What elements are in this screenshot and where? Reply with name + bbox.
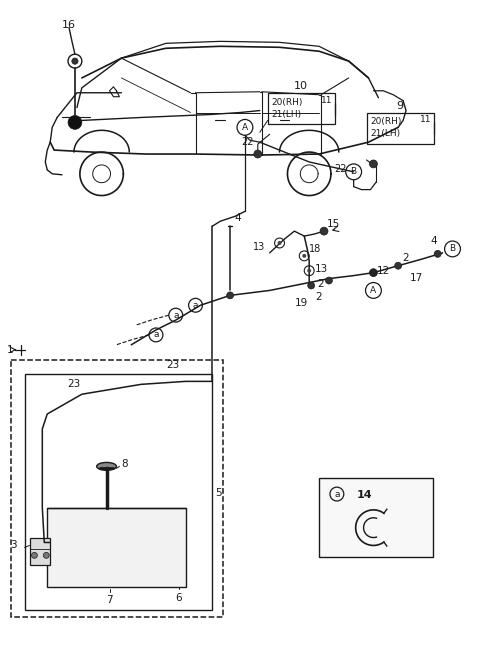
Text: 9: 9 [396, 100, 404, 111]
Text: 2: 2 [402, 253, 409, 263]
Text: 8: 8 [121, 459, 128, 470]
Circle shape [370, 160, 377, 168]
Ellipse shape [96, 462, 117, 470]
Text: 20(RH): 20(RH) [272, 98, 303, 107]
Text: 20(RH): 20(RH) [371, 117, 402, 127]
Circle shape [43, 552, 49, 558]
Text: 12: 12 [376, 266, 390, 276]
Text: 4: 4 [431, 236, 437, 246]
Bar [268, 92, 335, 125]
Bar [30, 537, 50, 565]
Text: 5: 5 [216, 488, 222, 498]
Text: 23: 23 [67, 379, 80, 390]
Text: 3: 3 [10, 541, 17, 550]
Text: 2: 2 [315, 293, 322, 302]
Circle shape [395, 262, 402, 269]
Text: a: a [334, 489, 340, 499]
Circle shape [307, 269, 311, 273]
Circle shape [370, 269, 377, 277]
Text: 11: 11 [420, 115, 432, 125]
Text: 18: 18 [309, 244, 322, 254]
Bar [47, 508, 186, 587]
Circle shape [227, 292, 234, 299]
Text: 7: 7 [106, 595, 113, 605]
Text: 19: 19 [294, 298, 308, 308]
Text: B: B [350, 167, 357, 176]
Circle shape [302, 254, 306, 258]
Text: 4: 4 [234, 213, 240, 223]
Circle shape [68, 115, 82, 129]
Bar [367, 113, 434, 144]
Text: A: A [371, 286, 376, 295]
Text: 23: 23 [166, 359, 179, 369]
Text: 17: 17 [410, 273, 423, 283]
Bar [11, 359, 223, 617]
Text: 21(LH): 21(LH) [272, 110, 302, 119]
Text: 22: 22 [335, 164, 347, 174]
Circle shape [325, 277, 333, 284]
Text: 2: 2 [317, 279, 324, 289]
Circle shape [320, 227, 328, 235]
Circle shape [32, 552, 37, 558]
Text: 16: 16 [62, 20, 76, 30]
Bar [24, 375, 212, 609]
Text: 13: 13 [315, 264, 328, 274]
Circle shape [434, 251, 441, 257]
Text: a: a [153, 331, 159, 339]
Circle shape [254, 150, 262, 158]
Text: 11: 11 [322, 96, 333, 105]
Circle shape [72, 58, 78, 64]
Text: B: B [449, 245, 456, 253]
Text: 22: 22 [241, 137, 254, 147]
Text: a: a [173, 311, 179, 319]
Text: 13: 13 [253, 242, 266, 252]
Text: A: A [242, 123, 248, 132]
Text: 10: 10 [294, 81, 308, 91]
Bar [319, 478, 433, 558]
Text: 14: 14 [357, 490, 372, 500]
Text: 15: 15 [327, 219, 340, 229]
Text: 6: 6 [175, 593, 182, 603]
Text: 1: 1 [7, 345, 13, 355]
Circle shape [277, 241, 281, 245]
Circle shape [308, 282, 314, 289]
Text: a: a [193, 300, 198, 310]
Text: 21(LH): 21(LH) [371, 129, 401, 138]
